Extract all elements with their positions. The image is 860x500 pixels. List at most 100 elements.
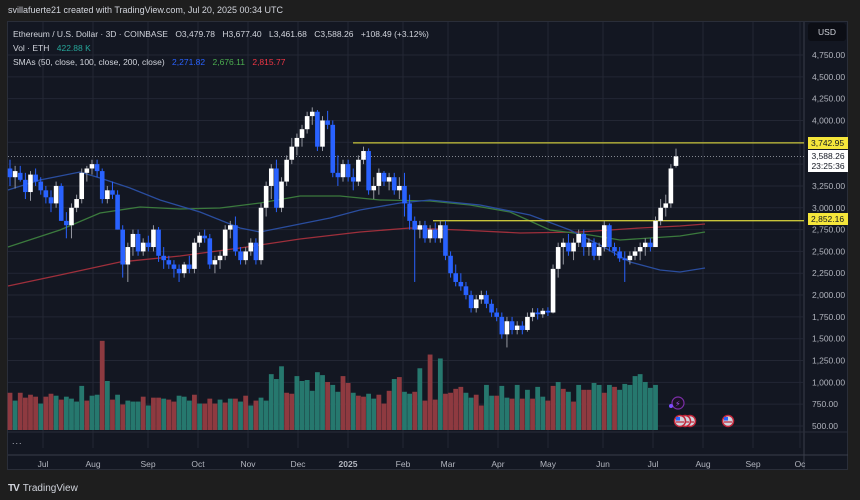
volume-bar — [437, 358, 443, 430]
volume-bar — [63, 396, 69, 430]
candle-body — [115, 194, 120, 230]
volume-bar — [166, 399, 172, 430]
volume-bar — [171, 401, 177, 430]
sma50-value: 2,271.82 — [172, 57, 206, 67]
sma-indicator-label[interactable]: SMAs (50, close, 100, close, 200, close) — [13, 57, 165, 67]
support-price-tag: 2,852.16 — [808, 213, 848, 225]
currency-button[interactable]: USD — [808, 23, 846, 41]
candle-body — [560, 242, 566, 248]
candle-body — [197, 235, 202, 243]
candle-body — [448, 255, 453, 274]
candle-body — [499, 316, 505, 335]
candle-body — [422, 225, 428, 239]
volume-bar — [458, 386, 464, 430]
candle-body — [658, 207, 663, 221]
volume-bar — [642, 381, 648, 430]
price-change: +108.49 (+3.12%) — [360, 29, 429, 39]
volume-bar — [79, 385, 85, 430]
volume-bar — [494, 395, 500, 430]
time-axis-label: 2025 — [339, 459, 358, 469]
volume-bar — [632, 376, 638, 430]
candle-body — [412, 220, 418, 230]
time-axis-label: Jul — [648, 459, 659, 469]
candle-body — [227, 225, 233, 230]
candle-body — [350, 177, 356, 182]
symbol-title[interactable]: Ethereum / U.S. Dollar · 3D · COINBASE — [13, 29, 168, 39]
volume-bar — [335, 391, 341, 430]
volume-bar — [555, 381, 561, 430]
volume-bar — [366, 393, 372, 430]
volume-bar — [484, 384, 489, 430]
volume-bar — [489, 395, 494, 430]
volume-bar — [202, 403, 208, 430]
candle-body — [550, 268, 556, 313]
candle-body — [156, 229, 161, 256]
volume-bar — [612, 386, 617, 430]
candle-body — [612, 247, 617, 252]
volume-bar — [478, 405, 484, 430]
footer-brand: TradingView — [22, 483, 78, 494]
candle-body — [520, 325, 525, 330]
current-price-value: 3,588.26 — [811, 151, 845, 161]
volume-bar — [110, 399, 115, 430]
volume-bar — [432, 399, 438, 430]
volume-bar — [156, 397, 161, 430]
volume-bar — [161, 398, 167, 430]
volume-bar — [340, 376, 346, 430]
volume-bar — [69, 398, 74, 430]
volume-bar — [17, 392, 23, 430]
candle-body — [289, 146, 295, 160]
candle-body — [581, 233, 587, 248]
chart-legend: Ethereum / U.S. Dollar · 3D · COINBASE O… — [13, 27, 429, 69]
volume-bar — [371, 398, 377, 430]
candle-body — [555, 247, 561, 269]
candle-body — [187, 264, 192, 269]
candle-body — [309, 111, 315, 117]
candle-body — [222, 229, 228, 256]
candle-body — [340, 164, 346, 178]
price-axis-label: 2,750.00 — [812, 225, 845, 235]
flag-canton — [724, 417, 728, 421]
candle-body — [417, 225, 423, 230]
volume-bar — [192, 394, 197, 430]
candle-body — [23, 179, 28, 193]
volume-bar — [253, 400, 259, 430]
candle-body — [637, 247, 643, 252]
candle-body — [668, 168, 674, 204]
candle-body — [504, 321, 510, 335]
time-axis-label: Apr — [491, 459, 504, 469]
volume-bar — [607, 384, 612, 430]
candle-body — [253, 242, 259, 261]
volume-bar — [571, 401, 576, 430]
volume-bar — [304, 380, 310, 430]
candle-body — [79, 172, 85, 200]
candle-body — [525, 316, 530, 330]
volume-value: 422.88 K — [56, 43, 91, 53]
candle-body — [171, 264, 177, 269]
volume-bar — [309, 390, 315, 430]
candle-body — [315, 111, 320, 147]
volume-bar — [28, 394, 33, 430]
volume-bar — [48, 393, 54, 430]
candle-body — [238, 251, 243, 261]
volume-bar — [299, 381, 305, 430]
volume-bar — [135, 401, 141, 430]
volume-indicator-label[interactable]: Vol · ETH — [13, 43, 50, 53]
candle-body — [653, 220, 658, 248]
volume-bar — [545, 400, 551, 430]
candle-body — [479, 295, 484, 300]
candle-body — [94, 164, 100, 172]
volume-bar — [427, 354, 433, 430]
candle-body — [345, 164, 351, 178]
volume-bar — [268, 374, 274, 430]
volume-bar — [238, 401, 243, 430]
volume-bar — [448, 392, 453, 430]
candle-body — [207, 238, 213, 265]
candle-body — [663, 203, 669, 208]
candle-body — [130, 233, 136, 248]
candle-body — [458, 281, 464, 287]
more-indicators-dots[interactable]: ... — [12, 436, 23, 446]
candle-body — [386, 177, 392, 182]
volume-bar — [186, 400, 192, 430]
